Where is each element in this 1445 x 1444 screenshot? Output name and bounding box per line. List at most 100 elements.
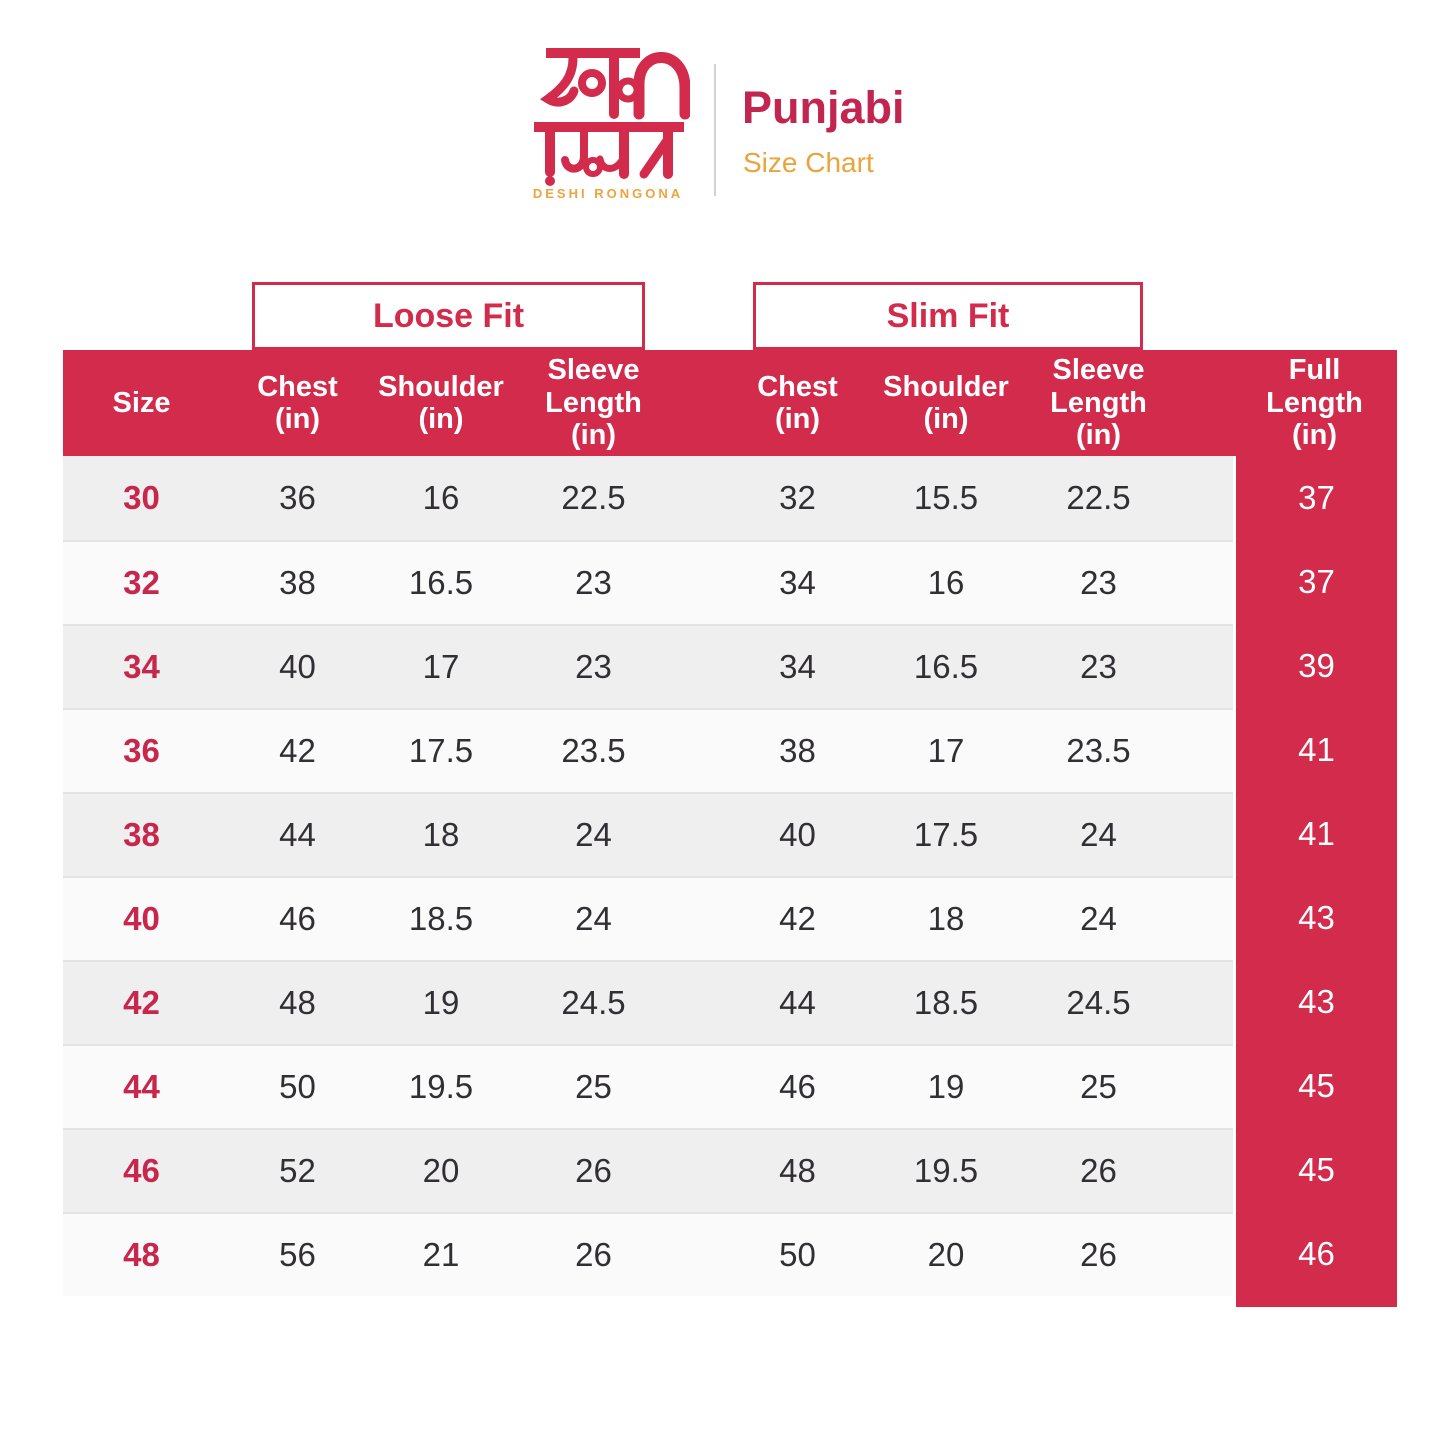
- full-length-value: 37: [1298, 563, 1335, 600]
- slim-sleeve-cell: 23: [1080, 648, 1117, 685]
- loose-sleeve-cell: 23: [575, 648, 612, 685]
- slim-shoulder-cell: 18: [927, 900, 965, 937]
- loose-chest-cell: 38: [279, 564, 316, 601]
- table-row: 36 42 17.5 23.5 38 17 23.5: [63, 708, 1233, 792]
- col-header-size: Size: [112, 386, 171, 419]
- slim-chest-cell: 38: [779, 732, 816, 769]
- size-cell: 36: [123, 732, 160, 769]
- full-length-value: 41: [1298, 731, 1335, 768]
- full-length-value: 46: [1298, 1235, 1335, 1272]
- table-row: 32 38 16.5 23 34 16 23: [63, 540, 1233, 624]
- size-cell: 48: [123, 1236, 160, 1273]
- slim-sleeve-cell: 22.5: [1066, 479, 1131, 516]
- loose-chest-cell: 50: [279, 1068, 316, 1105]
- slim-shoulder-cell: 16: [927, 564, 965, 601]
- table-row: 44 50 19.5 25 46 19 25: [63, 1044, 1233, 1128]
- slim-shoulder-cell: 16.5: [913, 648, 979, 685]
- size-table-body: 30 36 16 22.5 32 15.5 22.5 32 38 16.5 23…: [63, 456, 1233, 1296]
- loose-sleeve-cell: 22.5: [561, 479, 626, 516]
- group-header-loose-fit: Loose Fit: [252, 282, 645, 350]
- slim-chest-cell: 50: [779, 1236, 816, 1273]
- page-subtitle: Size Chart: [743, 147, 874, 178]
- slim-sleeve-cell: 26: [1080, 1152, 1117, 1189]
- loose-shoulder-cell: 19.5: [408, 1068, 474, 1105]
- size-cell: 46: [123, 1152, 160, 1189]
- col-header-slim-sleeve: Sleeve Length (in): [1050, 354, 1147, 452]
- loose-chest-cell: 52: [279, 1152, 316, 1189]
- header-divider: [714, 64, 716, 196]
- loose-sleeve-cell: 24: [575, 816, 612, 853]
- loose-sleeve-cell: 25: [575, 1068, 612, 1105]
- full-length-value: 45: [1298, 1067, 1335, 1104]
- size-cell: 40: [123, 900, 160, 937]
- table-row: 46 52 20 26 48 19.5 26: [63, 1128, 1233, 1212]
- loose-shoulder-cell: 17: [422, 648, 460, 685]
- slim-sleeve-cell: 23.5: [1066, 732, 1131, 769]
- loose-sleeve-cell: 26: [575, 1152, 612, 1189]
- slim-shoulder-cell: 17.5: [913, 816, 979, 853]
- loose-sleeve-cell: 23.5: [561, 732, 626, 769]
- loose-shoulder-cell: 18: [422, 816, 460, 853]
- loose-chest-cell: 42: [279, 732, 316, 769]
- full-length-value: 43: [1298, 983, 1335, 1020]
- slim-shoulder-cell: 15.5: [913, 479, 979, 516]
- size-cell: 44: [123, 1068, 160, 1105]
- loose-chest-cell: 48: [279, 984, 316, 1021]
- loose-chest-cell: 36: [279, 479, 316, 516]
- table-row: 34 40 17 23 34 16.5 23: [63, 624, 1233, 708]
- full-length-value: 45: [1298, 1151, 1335, 1188]
- col-header-gap: [1185, 350, 1233, 456]
- slim-sleeve-cell: 24.5: [1066, 984, 1131, 1021]
- size-cell: 34: [123, 648, 160, 685]
- loose-sleeve-cell: 26: [575, 1236, 612, 1273]
- slim-sleeve-cell: 25: [1080, 1068, 1117, 1105]
- loose-sleeve-cell: 24.5: [561, 984, 626, 1021]
- slim-chest-cell: 42: [779, 900, 816, 937]
- loose-chest-cell: 44: [279, 816, 316, 853]
- loose-chest-cell: 56: [279, 1236, 316, 1273]
- full-length-column: 37 37 39 41 41 43 43 45 45 46: [1236, 350, 1397, 1307]
- size-cell: 38: [123, 816, 160, 853]
- loose-shoulder-cell: 16: [422, 479, 460, 516]
- loose-shoulder-cell: 17.5: [408, 732, 474, 769]
- table-row: 40 46 18.5 24 42 18 24: [63, 876, 1233, 960]
- table-header-row: Size Chest (in) Shoulder (in) Sleeve Len…: [63, 350, 1396, 456]
- slim-shoulder-cell: 17: [927, 732, 965, 769]
- slim-chest-cell: 48: [779, 1152, 816, 1189]
- slim-shoulder-cell: 19.5: [913, 1152, 979, 1189]
- full-length-value: 39: [1298, 647, 1335, 684]
- full-length-value: 37: [1298, 479, 1335, 516]
- full-length-value: 41: [1298, 815, 1335, 852]
- size-cell: 30: [123, 479, 160, 516]
- loose-shoulder-cell: 21: [422, 1236, 460, 1273]
- slim-sleeve-cell: 24: [1080, 900, 1117, 937]
- table-row: 42 48 19 24.5 44 18.5 24.5: [63, 960, 1233, 1044]
- slim-sleeve-cell: 26: [1080, 1236, 1117, 1273]
- slim-chest-cell: 34: [779, 564, 816, 601]
- col-header-loose-chest: Chest (in): [257, 370, 338, 435]
- size-cell: 42: [123, 984, 160, 1021]
- group-header-slim-fit: Slim Fit: [753, 282, 1143, 350]
- slim-chest-cell: 34: [779, 648, 816, 685]
- col-header-loose-shoulder: Shoulder (in): [378, 370, 504, 435]
- col-header-gap: [680, 350, 715, 456]
- col-header-slim-shoulder: Shoulder (in): [883, 370, 1009, 435]
- slim-chest-cell: 46: [779, 1068, 816, 1105]
- slim-sleeve-cell: 23: [1080, 564, 1117, 601]
- slim-chest-cell: 32: [779, 479, 816, 516]
- size-cell: 32: [123, 564, 160, 601]
- loose-sleeve-cell: 23: [575, 564, 612, 601]
- page-title: Punjabi: [742, 82, 905, 133]
- loose-shoulder-cell: 16.5: [408, 564, 474, 601]
- col-header-slim-chest: Chest (in): [757, 370, 838, 435]
- loose-chest-cell: 46: [279, 900, 316, 937]
- loose-shoulder-cell: 19: [422, 984, 460, 1021]
- table-row: 38 44 18 24 40 17.5 24: [63, 792, 1233, 876]
- slim-shoulder-cell: 18.5: [913, 984, 979, 1021]
- loose-chest-cell: 40: [279, 648, 316, 685]
- slim-shoulder-cell: 19: [927, 1068, 965, 1105]
- loose-sleeve-cell: 24: [575, 900, 612, 937]
- col-header-loose-sleeve: Sleeve Length (in): [545, 354, 642, 452]
- table-row: 48 56 21 26 50 20 26: [63, 1212, 1233, 1296]
- full-length-value: 43: [1298, 899, 1335, 936]
